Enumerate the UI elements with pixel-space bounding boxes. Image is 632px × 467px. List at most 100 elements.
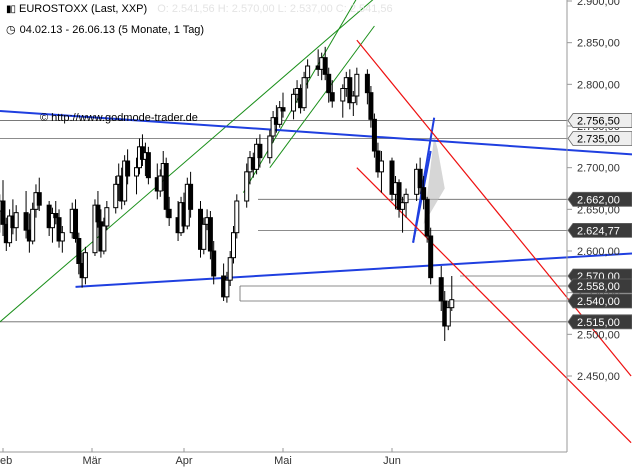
candle-down <box>364 73 370 94</box>
candle-up <box>234 200 240 234</box>
y-tick-label: 2.600,00 <box>577 246 620 258</box>
y-tick-label: 2.800,00 <box>577 79 620 91</box>
candle-down <box>257 143 263 159</box>
candle-up <box>30 208 36 242</box>
candle-down <box>371 118 377 152</box>
candle-down <box>396 182 402 210</box>
copyright-note: © http://www.godmode-trader.de <box>40 112 198 124</box>
candle-up <box>92 204 98 254</box>
price-label-text: 2.756,50 <box>577 116 620 128</box>
candle-up <box>277 107 283 125</box>
green-channel-lower <box>0 0 374 323</box>
x-tick-label: Mai <box>274 455 292 467</box>
candle-down <box>389 160 395 195</box>
candle-down <box>73 208 79 239</box>
y-tick-label: 2.850,00 <box>577 38 620 50</box>
chart-header: ▮▯ EUROSTOXX (Last, XXP) O: 2.541,56 H: … <box>6 3 393 15</box>
candle-down <box>163 163 169 210</box>
price-label-text: 2.735,00 <box>577 134 620 146</box>
candle-down <box>329 92 335 102</box>
chart-period: 04.02.13 - 26.06.13 (5 Monate, 1 Tag) <box>19 23 205 36</box>
candle-up <box>134 167 140 177</box>
candle-up <box>122 160 128 202</box>
candle-up <box>113 183 119 209</box>
candle-up <box>291 93 297 112</box>
price-label-box <box>567 293 632 309</box>
candle-up <box>449 299 455 309</box>
candle-down <box>326 73 332 94</box>
candle-up <box>267 135 273 159</box>
candle-up <box>201 223 207 250</box>
candle-down <box>211 250 217 277</box>
candle-up <box>49 213 55 229</box>
price-label-text: 2.624,77 <box>577 225 620 237</box>
blue-support <box>75 252 632 288</box>
price-labels: 2.756,502.735,002.662,002.624,772.570,00… <box>567 113 632 330</box>
price-label-box <box>567 314 632 330</box>
candle-down <box>438 277 444 302</box>
candle-down <box>56 217 62 242</box>
candle-up <box>13 212 19 229</box>
candle-up <box>403 193 409 204</box>
chart-title: EUROSTOXX (Last, XXP) <box>19 3 148 15</box>
candle-down <box>166 208 172 219</box>
candle-up <box>350 95 356 104</box>
price-label-box <box>567 113 632 128</box>
candle-down <box>322 57 328 75</box>
candle-up <box>244 171 250 202</box>
price-label-box <box>567 131 632 146</box>
candle-down <box>280 107 286 112</box>
candle-up <box>270 117 276 137</box>
candle-up <box>59 232 65 242</box>
blue-resistance <box>0 110 632 156</box>
candle-down <box>347 77 353 104</box>
candle-up <box>400 202 406 210</box>
y-tick-label: 2.900,00 <box>577 0 620 8</box>
candle-down <box>76 238 82 264</box>
candle-down <box>188 183 194 210</box>
x-tick-label: Mär <box>83 455 102 467</box>
candle-up <box>354 73 360 97</box>
candle-up <box>227 257 233 281</box>
price-label-box <box>567 191 632 207</box>
candle-down <box>36 192 42 206</box>
price-label-box <box>567 278 632 294</box>
y-tick-label: 2.700,00 <box>577 163 620 175</box>
candle-up <box>231 232 236 259</box>
x-tick-label: Apr <box>175 455 192 467</box>
green-channel-inner <box>269 25 375 168</box>
candle-down <box>424 198 430 237</box>
candle-up <box>340 88 346 102</box>
price-label-text: 2.515,00 <box>577 317 620 329</box>
candle-up <box>305 65 311 79</box>
price-label-text: 2.558,00 <box>577 281 620 293</box>
candles-layer <box>0 46 455 341</box>
candle-up <box>7 215 13 244</box>
price-level-lines <box>0 120 567 323</box>
y-tick-label: 2.500,00 <box>577 329 620 341</box>
candle-down <box>125 160 131 177</box>
candle-down <box>417 168 423 189</box>
x-axis: eb Mär Apr Mai Jun <box>0 448 567 467</box>
candle-down <box>23 212 29 231</box>
candle-up <box>82 252 88 279</box>
candle-up <box>101 225 107 252</box>
candle-down <box>145 152 151 179</box>
candle-down <box>428 235 434 279</box>
candle-down <box>368 92 374 120</box>
price-label-text: 2.662,00 <box>577 194 620 206</box>
x-tick-label: Jun <box>383 455 401 467</box>
candle-down <box>421 187 427 200</box>
candle-up <box>378 160 384 173</box>
x-tick-label: eb <box>0 455 12 467</box>
candle-down <box>0 200 6 225</box>
candle-up <box>224 279 230 298</box>
chart-period-row: ◷ 04.02.13 - 26.06.13 (5 Monate, 1 Tag) <box>6 23 205 37</box>
candle-down <box>207 217 213 252</box>
candle-down <box>95 204 101 223</box>
y-tick-label: 2.450,00 <box>577 371 620 383</box>
candle-up <box>301 77 307 109</box>
candle-up <box>157 175 163 192</box>
candle-up <box>445 307 451 327</box>
